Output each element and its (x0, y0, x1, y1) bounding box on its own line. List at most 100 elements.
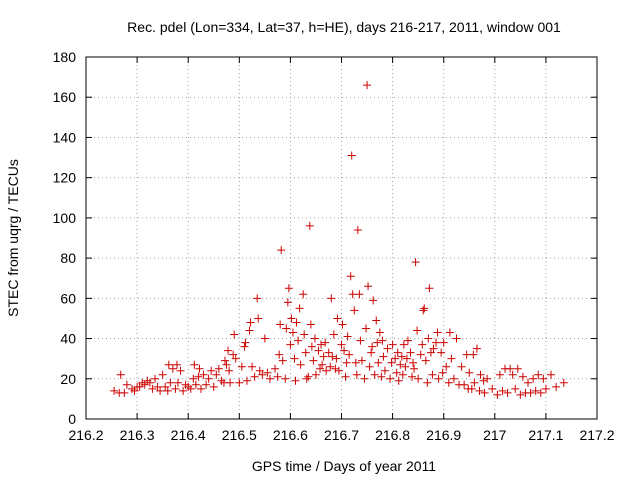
data-point (314, 346, 323, 355)
data-point (199, 370, 208, 379)
data-point (367, 348, 376, 357)
data-point (122, 380, 131, 389)
data-point (324, 348, 333, 357)
data-point (559, 378, 568, 387)
data-point (534, 370, 543, 379)
x-tick-label: 216.3 (120, 427, 155, 443)
data-point (254, 314, 263, 323)
data-point (513, 364, 522, 373)
data-point (290, 354, 299, 363)
data-point (391, 354, 400, 363)
data-point (539, 374, 548, 383)
x-tick-label: 216.5 (222, 427, 257, 443)
data-point (425, 284, 434, 293)
data-point (526, 388, 535, 397)
data-point (506, 364, 515, 373)
data-point (536, 388, 545, 397)
data-point (423, 378, 432, 387)
data-point (503, 388, 512, 397)
data-point (295, 304, 304, 313)
data-point (327, 294, 336, 303)
data-point (275, 350, 284, 359)
data-point (164, 360, 173, 369)
data-point (432, 338, 441, 347)
x-tick-label: 217.1 (528, 427, 563, 443)
data-point (318, 360, 327, 369)
data-point (334, 366, 343, 375)
data-point (189, 374, 198, 383)
data-point (287, 314, 296, 323)
data-point (260, 334, 269, 343)
data-point (449, 374, 458, 383)
data-point (116, 370, 125, 379)
data-point (394, 376, 403, 385)
y-tick-label: 160 (53, 89, 77, 105)
x-axis-label: GPS time / Days of year 2011 (252, 458, 436, 474)
data-point (360, 374, 369, 383)
data-point (495, 370, 504, 379)
data-point (195, 364, 204, 373)
x-axis-ticks: 216.2 216.3 216.4 216.5 216.6 216.7 216.8 216.9… (68, 57, 615, 443)
data-point (326, 362, 335, 371)
data-point (396, 360, 405, 369)
data-point (386, 374, 395, 383)
data-point (351, 358, 360, 367)
data-point (282, 324, 291, 333)
data-point (305, 221, 314, 230)
data-point (343, 332, 352, 341)
data-point (375, 328, 384, 337)
data-point (353, 225, 362, 234)
data-point (511, 384, 520, 393)
data-point (428, 370, 437, 379)
data-point (307, 342, 316, 351)
x-tick-label: 217.2 (579, 427, 614, 443)
data-point (416, 350, 425, 359)
data-point (245, 326, 254, 335)
data-point (401, 362, 410, 371)
data-point (345, 350, 354, 359)
data-point (419, 306, 428, 315)
data-point (255, 366, 264, 375)
data-point (292, 318, 301, 327)
data-point (190, 360, 199, 369)
data-point (368, 342, 377, 351)
data-point (398, 370, 407, 379)
data-point (321, 338, 330, 347)
data-point (429, 344, 438, 353)
data-point (288, 328, 297, 337)
data-point (156, 386, 165, 395)
data-point (284, 284, 293, 293)
data-point (529, 374, 538, 383)
data-point (186, 384, 195, 393)
data-point (225, 366, 234, 375)
y-axis-ticks: 0 20 40 60 80 100 120 140 160 180 (53, 49, 597, 427)
data-point (309, 356, 318, 365)
data-point (237, 362, 246, 371)
data-point (508, 370, 517, 379)
data-point (369, 296, 378, 305)
data-point (328, 352, 337, 361)
data-point (214, 364, 223, 373)
data-point (166, 378, 175, 387)
data-point (224, 346, 233, 355)
data-point (168, 364, 177, 373)
x-tick-label: 216.7 (324, 427, 359, 443)
data-point (263, 368, 272, 377)
data-point (392, 368, 401, 377)
data-point (402, 354, 411, 363)
data-point (424, 334, 433, 343)
data-point (363, 81, 372, 90)
data-point (374, 358, 383, 367)
data-point (377, 372, 386, 381)
data-point (439, 338, 448, 347)
data-point (433, 328, 442, 337)
data-point (316, 364, 325, 373)
y-tick-label: 40 (60, 331, 76, 347)
data-point (531, 386, 540, 395)
data-point (379, 352, 388, 361)
y-tick-label: 100 (53, 210, 77, 226)
data-point (337, 340, 346, 349)
data-point (516, 390, 525, 399)
data-point (241, 338, 250, 347)
data-point (342, 358, 351, 367)
